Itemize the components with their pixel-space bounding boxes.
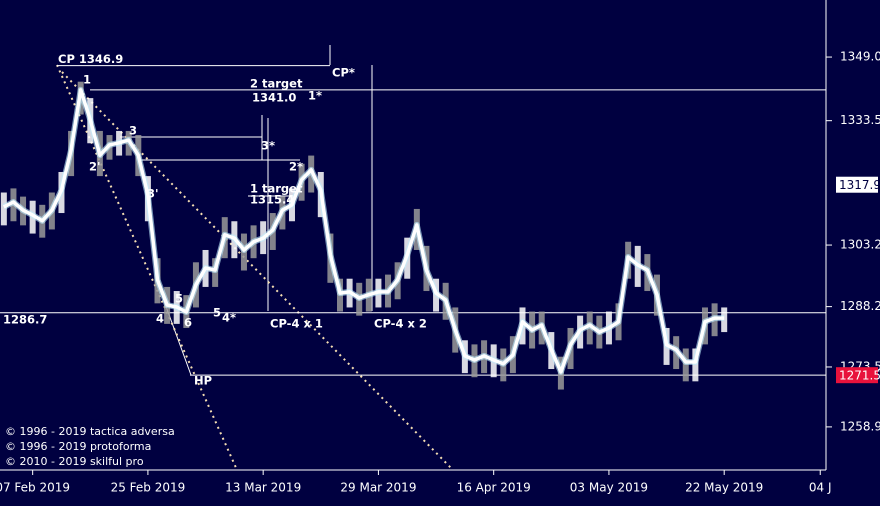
x-tick-label: 22 May 2019	[685, 481, 763, 495]
price-marker-box	[836, 176, 878, 193]
annotation: HP	[194, 374, 212, 388]
price-marker-label: 1317.9	[839, 178, 880, 192]
x-tick-label: 16 Apr 2019	[457, 481, 531, 495]
annotation: 4*	[222, 311, 236, 325]
annotation: 3*	[261, 139, 275, 153]
annotation: CP-4 x 2	[374, 317, 427, 331]
y-tick-label: 1258.9	[840, 419, 880, 433]
level-label: 1286.7	[3, 312, 47, 326]
level-box	[836, 367, 878, 384]
annotation: 5	[213, 306, 221, 320]
y-tick-label: 1349.0	[840, 50, 880, 64]
annotation: 2*	[289, 160, 303, 174]
annotation: 2 target	[250, 77, 303, 91]
credit: © 1996 - 2019 tactica adversa	[5, 425, 175, 438]
annotation: 5	[175, 292, 183, 306]
annotation: 3'	[147, 187, 159, 201]
level-box-label: 1271.5	[839, 369, 880, 383]
annotation: 1	[83, 73, 91, 87]
annotation: CP*	[332, 66, 355, 80]
annotation: 4	[156, 312, 164, 326]
y-tick-label: 1333.5	[840, 113, 880, 127]
dotted-trend	[56, 64, 238, 471]
annotation: 1 target	[250, 182, 303, 196]
annotation: 2'	[89, 160, 101, 174]
level-label: CP 1346.9	[58, 52, 123, 66]
y-tick-label: 1303.2	[840, 238, 880, 252]
x-tick-label: 13 Mar 2019	[225, 481, 301, 495]
credit: © 1996 - 2019 protoforma	[5, 440, 151, 453]
annotation: CP-4 x 1	[270, 317, 323, 331]
y-tick-label: 1288.2	[840, 299, 880, 313]
x-tick-label: 29 Mar 2019	[340, 481, 416, 495]
x-tick-label: 07 Feb 2019	[0, 481, 70, 495]
level-label: 1341.0	[252, 90, 296, 104]
x-tick-label: 03 May 2019	[570, 481, 648, 495]
credit: © 2010 - 2019 skilful pro	[5, 455, 144, 468]
annotation: 1315.4	[250, 193, 294, 207]
x-tick-label: 04 J	[809, 481, 832, 495]
price-line	[3, 88, 725, 374]
annotation: 6	[184, 316, 192, 330]
annotation: 3	[129, 124, 137, 138]
annotation: 1*	[308, 89, 322, 103]
candle	[0, 192, 7, 226]
x-tick-label: 25 Feb 2019	[111, 481, 186, 495]
